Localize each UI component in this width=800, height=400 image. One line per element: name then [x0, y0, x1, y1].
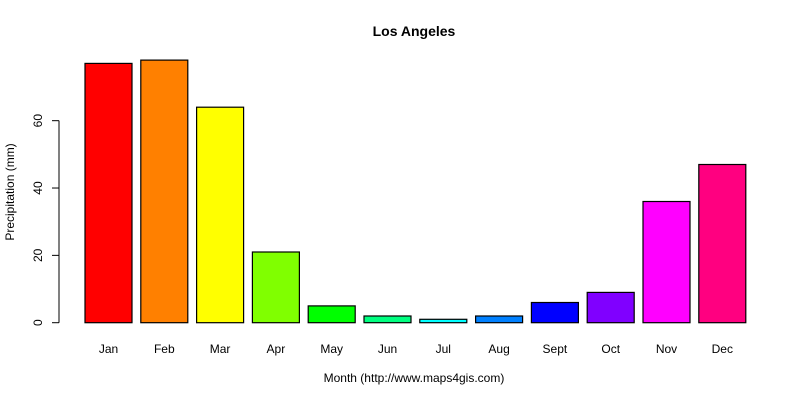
x-tick-label: Feb [154, 342, 175, 356]
x-axis-labels: Jan Feb Mar Apr May Jun Jul Aug Sept Oct Nov Dec [99, 342, 733, 356]
y-tick-label: 20 [31, 248, 45, 262]
bar-mar [196, 106, 245, 324]
y-axis: 0 20 40 60 [31, 114, 60, 326]
x-tick-label: Jun [378, 342, 397, 356]
x-tick-label: Apr [267, 342, 286, 356]
bar-aug [475, 315, 524, 324]
bar-nov [642, 200, 691, 324]
x-tick-label: Jul [436, 342, 451, 356]
x-axis-title: Month (http://www.maps4gis.com) [324, 371, 505, 385]
bar-apr [251, 251, 300, 324]
bar-dec [698, 163, 747, 324]
x-tick-label: May [320, 342, 343, 356]
bar-oct [586, 291, 635, 324]
bar-jul [419, 318, 468, 324]
x-tick-label: Mar [210, 342, 231, 356]
x-tick-label: Dec [712, 342, 733, 356]
bar-jan [84, 62, 133, 324]
y-axis-title: Precipitation (mm) [3, 143, 17, 240]
bars-group [84, 59, 747, 324]
chart-title: Los Angeles [373, 23, 456, 39]
y-tick-label: 60 [31, 114, 45, 128]
bar-sept [530, 301, 580, 324]
x-tick-label: Oct [601, 342, 620, 356]
y-tick-label: 0 [31, 319, 45, 326]
x-tick-label: Aug [488, 342, 509, 356]
bar-feb [140, 59, 189, 324]
x-tick-label: Nov [656, 342, 677, 356]
x-tick-label: Sept [543, 342, 568, 356]
x-tick-label: Jan [99, 342, 118, 356]
bar-may [307, 305, 356, 324]
y-tick-label: 40 [31, 181, 45, 195]
bar-jun [363, 315, 412, 324]
